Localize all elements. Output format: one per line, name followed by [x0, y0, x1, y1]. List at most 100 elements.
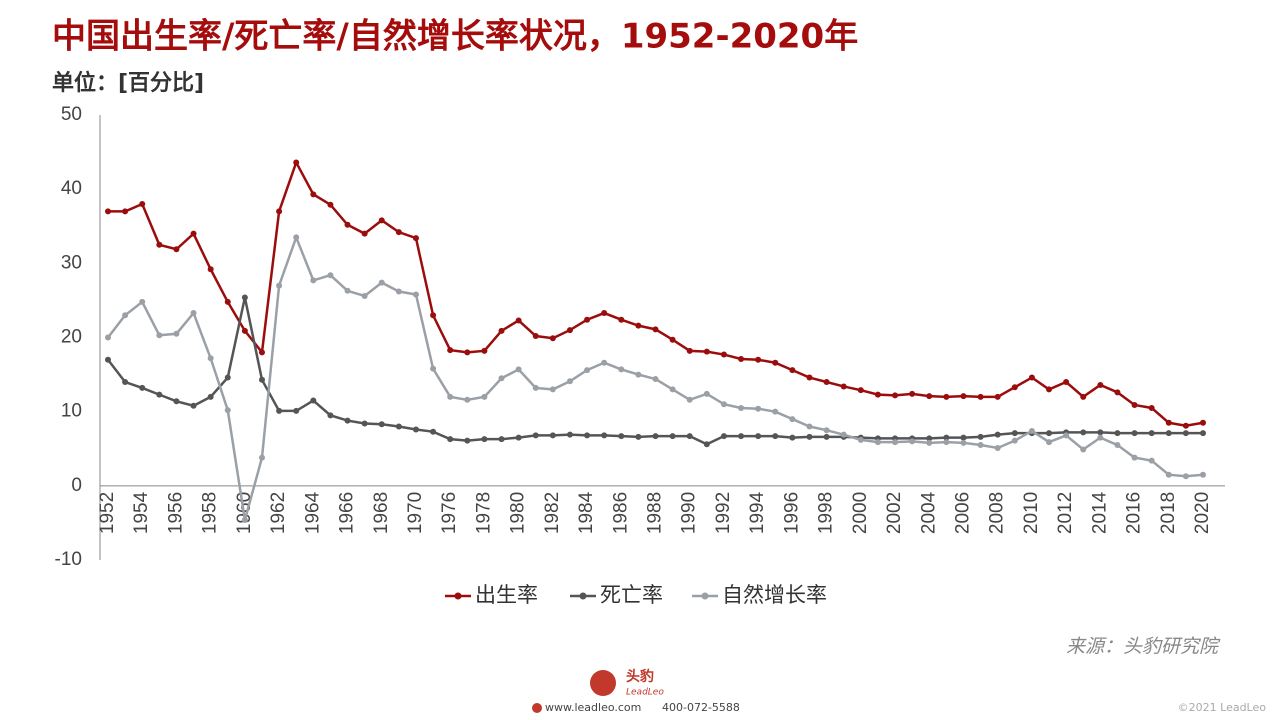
x-tick-label: 1986: [610, 492, 631, 534]
data-point: [720, 351, 727, 358]
data-point: [139, 298, 146, 305]
data-point: [190, 402, 197, 409]
data-point: [156, 241, 163, 248]
data-point: [549, 432, 556, 439]
data-point: [857, 387, 864, 394]
x-tick-label: 1984: [576, 491, 597, 534]
data-point: [977, 442, 984, 449]
data-point: [618, 366, 625, 373]
data-point: [241, 294, 248, 301]
data-point: [276, 282, 283, 289]
data-point: [1080, 429, 1087, 436]
x-tick-label: 1962: [268, 492, 289, 534]
data-point: [1165, 430, 1172, 437]
data-point: [994, 393, 1001, 400]
data-point: [241, 327, 248, 334]
x-tick-label: 2004: [918, 491, 939, 534]
data-point: [909, 390, 916, 397]
x-tick-label: 1966: [337, 492, 358, 534]
data-point: [447, 393, 454, 400]
data-point: [293, 159, 300, 166]
data-point: [738, 404, 745, 411]
data-point: [652, 376, 659, 383]
data-point: [173, 246, 180, 253]
data-point: [960, 393, 967, 400]
data-point: [926, 439, 933, 446]
data-point: [806, 433, 813, 440]
legend-label: 死亡率: [600, 583, 663, 607]
chart-subtitle: 单位：[百分比]: [52, 70, 204, 96]
data-point: [703, 348, 710, 355]
data-point: [276, 208, 283, 215]
data-point: [173, 398, 180, 405]
data-point: [1028, 427, 1035, 434]
x-tick-label: 1994: [747, 491, 768, 534]
data-point: [412, 291, 419, 298]
data-point: [738, 356, 745, 363]
data-point: [806, 374, 813, 381]
data-point: [156, 391, 163, 398]
data-point: [686, 396, 693, 403]
data-point: [258, 376, 265, 383]
data-point: [789, 367, 796, 374]
data-point: [840, 431, 847, 438]
copyright: ©2021 LeadLeo: [1178, 701, 1267, 714]
data-point: [1165, 471, 1172, 478]
data-point: [207, 393, 214, 400]
data-point: [293, 407, 300, 414]
data-point: [601, 432, 608, 439]
data-point: [1165, 419, 1172, 426]
y-tick-label: 30: [61, 252, 82, 273]
x-tick-label: 2016: [1124, 492, 1145, 534]
data-point: [1046, 430, 1053, 437]
data-point: [789, 416, 796, 423]
data-point: [1063, 379, 1070, 385]
source: 来源：头豹研究院: [1066, 636, 1221, 658]
data-point: [703, 441, 710, 448]
logo-icon: [590, 670, 616, 696]
data-point: [994, 445, 1001, 452]
data-point: [635, 322, 642, 329]
x-tick-label: 1964: [302, 491, 323, 534]
data-point: [1046, 439, 1053, 446]
data-point: [926, 393, 933, 400]
x-tick-label: 2012: [1055, 492, 1076, 534]
data-point: [327, 412, 334, 419]
series-line: [108, 159, 1204, 428]
data-point: [515, 366, 522, 373]
data-point: [857, 436, 864, 443]
x-tick-label: 2006: [952, 492, 973, 534]
data-point: [139, 384, 146, 391]
data-point: [464, 349, 471, 356]
data-point: [241, 516, 248, 523]
data-point: [430, 365, 437, 372]
data-point: [584, 316, 591, 323]
data-point: [566, 378, 573, 385]
x-tick-label: 1970: [405, 492, 426, 534]
x-tick-label: 1958: [200, 492, 221, 534]
data-point: [1131, 430, 1138, 437]
data-point: [344, 221, 351, 228]
data-point: [601, 359, 608, 366]
data-point: [549, 335, 556, 342]
data-point: [481, 436, 488, 443]
data-point: [909, 438, 916, 445]
data-point: [224, 407, 231, 414]
data-point: [703, 390, 710, 397]
data-point: [447, 347, 454, 354]
data-point: [139, 201, 146, 207]
data-point: [1011, 384, 1018, 391]
data-point: [310, 191, 317, 198]
data-point: [874, 439, 881, 446]
data-point: [378, 217, 385, 224]
data-point: [789, 434, 796, 441]
series-line: [107, 297, 1203, 446]
logo-text: 头豹: [626, 668, 654, 685]
data-point: [207, 355, 214, 362]
data-point: [412, 235, 419, 242]
x-tick-label: 1990: [679, 492, 700, 534]
data-point: [1131, 401, 1138, 408]
x-tick-label: 2020: [1192, 492, 1213, 534]
data-point: [618, 433, 625, 440]
